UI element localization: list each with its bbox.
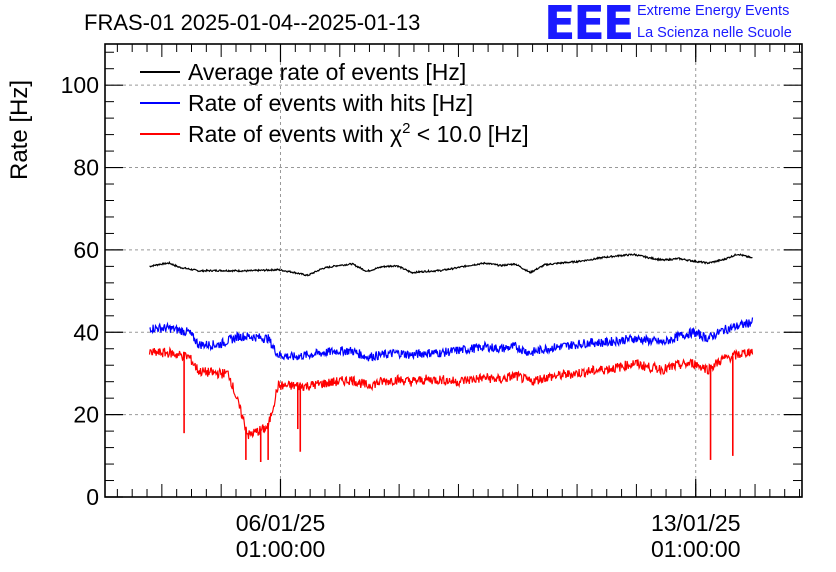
legend: Average rate of events [Hz] Rate of event… <box>140 59 529 147</box>
y-tick-label: 0 <box>86 484 99 510</box>
plot-frame <box>104 43 803 498</box>
eee-logo: EEE <box>544 0 634 50</box>
legend-label-1: Average rate of events [Hz] <box>188 59 466 85</box>
chart-series <box>148 253 754 462</box>
series-line-3 <box>148 346 754 440</box>
logo-subtitle-line1: Extreme Energy Events <box>637 3 790 19</box>
y-tick-label: 100 <box>61 72 99 98</box>
y-axis-label: Rate [Hz] <box>6 79 33 180</box>
y-tick-label: 40 <box>73 319 99 345</box>
axis-ticks: 02040608010006/01/2501:00:0013/01/2501:0… <box>61 44 802 562</box>
logo-subtitle-line2: La Scienza nelle Scuole <box>637 25 792 41</box>
y-tick-label: 80 <box>73 155 99 181</box>
x-tick-label-time: 01:00:00 <box>236 536 326 562</box>
x-tick-label-time: 01:00:00 <box>651 536 741 562</box>
legend-label-2: Rate of events with hits [Hz] <box>188 90 473 116</box>
y-tick-label: 20 <box>73 402 99 428</box>
series-line-2 <box>149 317 754 362</box>
series-line-1 <box>149 253 753 277</box>
y-tick-label: 60 <box>73 237 99 263</box>
x-tick-label-date: 06/01/25 <box>236 510 326 536</box>
legend-label-3: Rate of events with χ2 < 10.0 [Hz] <box>188 120 529 147</box>
x-tick-label-date: 13/01/25 <box>651 510 741 536</box>
chart-title: FRAS-01 2025-01-04--2025-01-13 <box>84 10 421 35</box>
chart-grid <box>105 44 802 497</box>
